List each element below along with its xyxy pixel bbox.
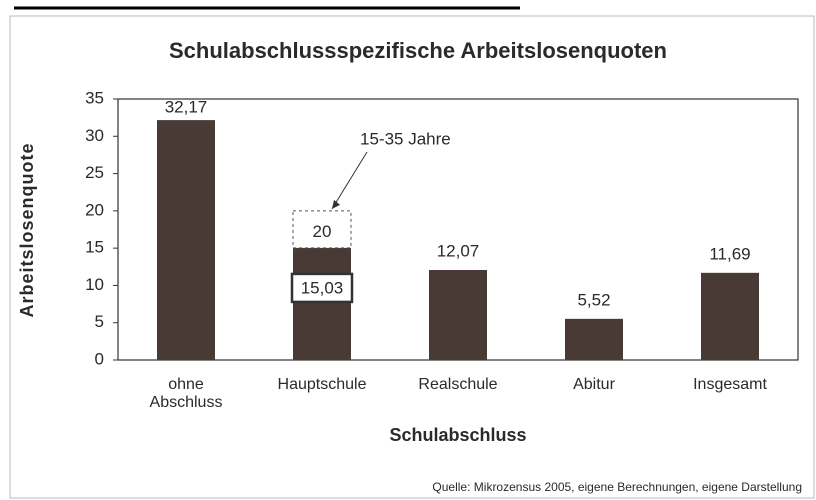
x-tick-label: ohne Abschluss bbox=[149, 376, 223, 411]
bar bbox=[565, 318, 623, 360]
annotation-label: 15-35 Jahre bbox=[360, 129, 451, 148]
y-tick-label: 35 bbox=[85, 88, 104, 107]
bar bbox=[157, 120, 215, 360]
y-tick-label: 0 bbox=[95, 349, 104, 368]
y-tick-label: 25 bbox=[85, 163, 104, 182]
chart-frame bbox=[9, 15, 815, 499]
value-label: 15,03 bbox=[301, 278, 344, 297]
x-tick-label: Hauptschule bbox=[277, 376, 367, 393]
y-tick-label: 30 bbox=[85, 126, 104, 145]
value-label: 5,52 bbox=[577, 290, 610, 309]
x-tick-label: Realschule bbox=[418, 376, 498, 393]
x-tick-label: Insgesamt bbox=[693, 376, 767, 393]
bar bbox=[429, 269, 487, 360]
value-label: 12,07 bbox=[437, 241, 480, 260]
annotation-value-label: 20 bbox=[313, 222, 332, 241]
bar bbox=[701, 272, 759, 360]
annotation-arrowhead bbox=[332, 199, 340, 209]
chart-title: Schulabschlussspezifische Arbeitslosenqu… bbox=[169, 38, 667, 63]
value-label: 11,69 bbox=[709, 244, 750, 263]
y-tick-label: 10 bbox=[85, 275, 104, 294]
y-tick-label: 20 bbox=[85, 200, 104, 219]
value-label-box bbox=[290, 272, 354, 304]
source: Quelle: Mikrozensus 2005, eigene Berechn… bbox=[432, 480, 802, 494]
x-tick-label: Abitur bbox=[573, 376, 615, 393]
annotation-arrow bbox=[331, 151, 368, 210]
bar bbox=[293, 247, 351, 360]
y-axis-label: Arbeitslosenquote bbox=[17, 142, 37, 317]
x-axis-label: Schulabschluss bbox=[389, 425, 526, 445]
y-tick-label: 5 bbox=[95, 312, 104, 331]
value-label: 32,17 bbox=[165, 97, 208, 116]
y-tick-label: 15 bbox=[85, 238, 104, 257]
